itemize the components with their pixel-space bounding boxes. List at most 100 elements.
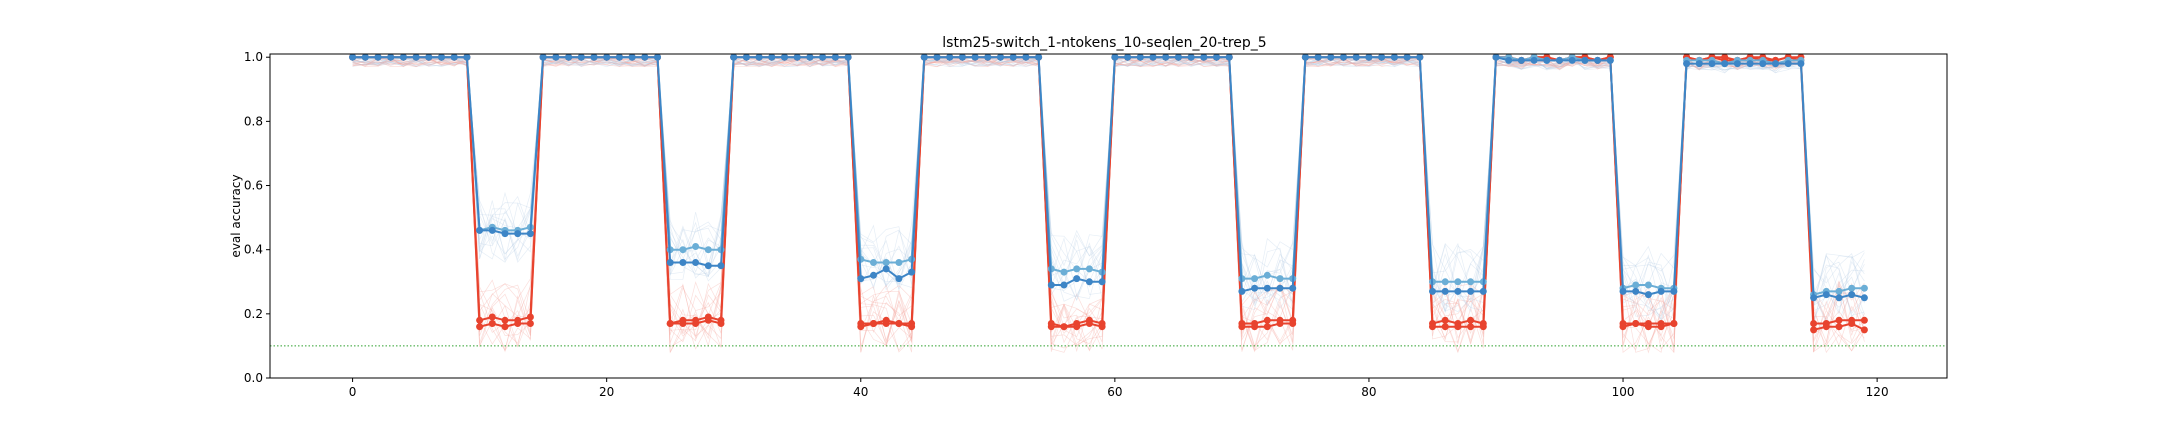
data-point: [870, 320, 877, 327]
data-point: [463, 53, 471, 61]
data-point: [1060, 323, 1068, 331]
data-point: [361, 53, 369, 61]
data-point: [450, 53, 458, 61]
data-point: [1098, 323, 1106, 331]
data-point: [1721, 60, 1729, 68]
x-tick-label: 120: [1866, 385, 1889, 399]
data-point: [870, 259, 877, 266]
data-point: [565, 53, 573, 61]
data-point: [1556, 56, 1563, 64]
data-point: [679, 320, 687, 327]
data-point: [666, 259, 674, 266]
data-point: [1848, 291, 1856, 299]
data-point: [1479, 287, 1487, 295]
data-point: [1644, 281, 1652, 289]
data-point: [526, 320, 534, 327]
x-tick-label: 40: [853, 385, 868, 399]
data-point: [1022, 53, 1030, 61]
data-point: [704, 316, 712, 324]
data-point: [488, 226, 496, 234]
data-point: [1060, 268, 1068, 276]
data-point: [1657, 287, 1665, 295]
data-point: [1746, 60, 1754, 68]
y-tick-label: 0.2: [244, 307, 263, 321]
data-point: [1035, 53, 1043, 61]
data-point: [552, 53, 560, 61]
data-point: [1289, 284, 1297, 292]
data-point: [819, 53, 827, 61]
data-point: [1429, 323, 1436, 331]
data-point: [717, 262, 725, 270]
plot-frame: [269, 53, 1948, 379]
data-point: [1848, 320, 1856, 327]
data-point: [1467, 323, 1475, 331]
data-point: [1429, 287, 1436, 295]
data-point: [895, 320, 903, 327]
data-point: [1848, 284, 1856, 292]
data-point: [1098, 278, 1106, 286]
data-point: [501, 230, 509, 238]
data-point: [476, 323, 484, 331]
data-point: [1492, 53, 1500, 61]
data-point: [1378, 53, 1386, 61]
data-point: [908, 323, 916, 331]
data-point: [844, 53, 852, 61]
data-point: [1085, 265, 1093, 273]
data-point: [387, 53, 395, 61]
data-point: [1200, 53, 1208, 61]
data-point: [1454, 278, 1462, 286]
data-point: [1441, 316, 1449, 324]
data-point: [1263, 323, 1271, 331]
data-point: [679, 246, 687, 254]
data-point: [577, 53, 585, 61]
data-point: [1174, 53, 1182, 61]
data-point: [1810, 294, 1818, 302]
data-point: [1695, 60, 1703, 68]
y-tick-label: 0.6: [244, 179, 263, 193]
data-point: [1644, 291, 1652, 299]
data-point: [1073, 275, 1081, 283]
data-point: [526, 230, 534, 238]
data-point: [1441, 323, 1449, 331]
x-tick-label: 100: [1612, 385, 1635, 399]
data-point: [1505, 56, 1513, 64]
chart-title: lstm25-switch_1-ntokens_10-seqlen_20-tre…: [942, 35, 1266, 51]
data-point: [590, 53, 598, 61]
data-point: [1251, 323, 1259, 331]
data-point: [1352, 53, 1360, 61]
series-layer: [349, 53, 1868, 334]
data-point: [654, 53, 661, 61]
data-point: [1594, 56, 1602, 64]
data-point: [1784, 60, 1792, 68]
data-point: [539, 53, 547, 61]
data-point: [920, 53, 928, 61]
data-point: [438, 53, 445, 61]
data-point: [806, 53, 814, 61]
data-point: [1340, 53, 1347, 61]
data-point: [1187, 53, 1195, 61]
data-point: [1581, 56, 1589, 64]
data-point: [1860, 294, 1868, 302]
data-point: [1632, 287, 1640, 295]
data-point: [1276, 275, 1284, 283]
data-point: [1441, 287, 1449, 295]
data-point: [1263, 316, 1271, 324]
data-point: [1047, 323, 1055, 331]
data-point: [1632, 281, 1640, 289]
data-point: [1454, 323, 1462, 331]
data-point: [1632, 320, 1640, 327]
data-point: [1733, 60, 1741, 68]
data-point: [679, 259, 687, 266]
x-tick-label: 0: [349, 385, 357, 399]
data-point: [742, 53, 750, 61]
data-point: [692, 259, 700, 266]
data-point: [1073, 265, 1081, 273]
y-tick-label: 1.0: [244, 50, 263, 64]
data-point: [1517, 56, 1525, 64]
data-point: [1162, 53, 1170, 61]
data-point: [1860, 316, 1868, 324]
data-point: [641, 53, 649, 61]
data-point: [1111, 53, 1119, 61]
data-point: [1860, 284, 1868, 292]
data-point: [374, 53, 382, 61]
